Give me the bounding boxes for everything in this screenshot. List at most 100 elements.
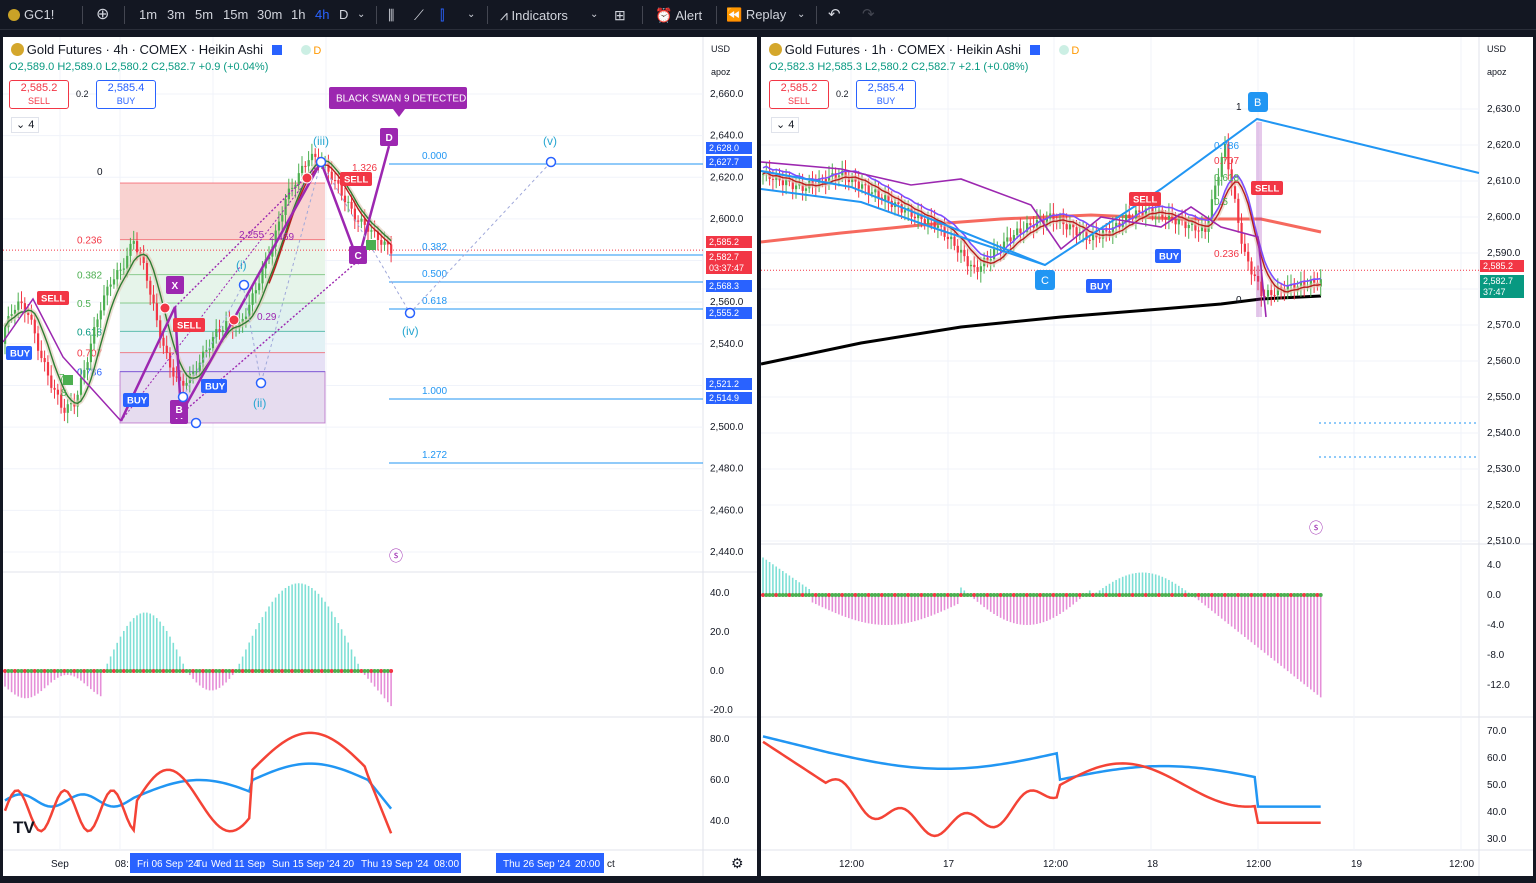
- candle-body: [1045, 218, 1048, 225]
- right-chart-canvas[interactable]: 2,630.02,620.02,610.02,600.02,590.02,580…: [761, 37, 1533, 876]
- candle-body: [373, 230, 376, 232]
- lightning-icon[interactable]: ⓢ: [1309, 520, 1323, 536]
- interval-1m[interactable]: 1m: [139, 7, 158, 22]
- buy-button[interactable]: 2,585.4 BUY: [96, 80, 156, 109]
- zero-cross-dot: [780, 593, 785, 597]
- candle-body: [347, 201, 350, 203]
- zero-cross-dot: [214, 669, 219, 673]
- pivot-marker-bg: [1035, 270, 1055, 290]
- left-chart-pane[interactable]: 2,660.02,640.02,620.02,600.02,580.02,560…: [3, 37, 757, 876]
- symbol-search[interactable]: GC1!: [8, 0, 54, 30]
- price-tag: 2,627.7: [709, 157, 739, 167]
- candle-body: [801, 183, 804, 191]
- alert-button[interactable]: ⏰ Alert: [655, 0, 702, 30]
- zero-cross-dot: [88, 669, 93, 673]
- candle-body: [1125, 214, 1128, 223]
- pivot-marker-bg: [1248, 92, 1268, 112]
- flag-icon[interactable]: [1029, 45, 1040, 55]
- sell-signal: SELL: [1255, 184, 1279, 195]
- chevron-down-icon[interactable]: ⌄: [467, 9, 476, 20]
- price-scale-label: 2,510.0: [1487, 536, 1521, 547]
- fib-extension-label: 1.272: [422, 450, 447, 461]
- redo-icon[interactable]: ↷: [862, 6, 875, 23]
- candle-body: [50, 375, 53, 388]
- scale-mode-selector[interactable]: apoz: [1487, 67, 1507, 77]
- buy-signal-bg: [6, 346, 32, 360]
- layers-toggle[interactable]: ⌄ 4: [11, 117, 40, 133]
- compare-add-icon[interactable]: ⊕: [96, 6, 110, 23]
- candle-body: [23, 303, 26, 313]
- candle-body: [1098, 237, 1101, 239]
- interval-30m[interactable]: 30m: [257, 7, 283, 22]
- sell-button[interactable]: 2,585.2 SELL: [769, 80, 829, 109]
- zero-cross-dot: [899, 593, 904, 597]
- indicators-button[interactable]: ⩘ Indicators: [500, 0, 568, 30]
- zero-cross-dot: [111, 669, 116, 673]
- candle-body: [1204, 225, 1207, 232]
- replay-button[interactable]: ⏪ Replay: [726, 0, 786, 30]
- harmonic-pattern-leg: [180, 260, 359, 415]
- candle-body: [1019, 228, 1022, 234]
- zero-cross-dot: [1186, 593, 1191, 597]
- currency-selector[interactable]: USD: [1487, 44, 1507, 54]
- interval-4h[interactable]: 4h: [315, 7, 330, 22]
- buy-signal: BUY: [205, 382, 226, 393]
- candle-body: [1134, 210, 1138, 219]
- wave-point-marker: [545, 156, 557, 168]
- zero-cross-dot: [853, 593, 858, 597]
- layout-grid-icon[interactable]: ⊞: [614, 7, 626, 23]
- sell-button[interactable]: 2,585.2 SELL: [9, 80, 69, 109]
- zero-cross-dot: [1219, 593, 1224, 597]
- buy-button[interactable]: 2,585.4 BUY: [856, 80, 916, 109]
- interval-d[interactable]: D: [339, 7, 349, 22]
- left-chart-canvas[interactable]: 2,660.02,640.02,620.02,600.02,580.02,560…: [3, 37, 757, 876]
- replay-label: Replay: [745, 7, 787, 22]
- zero-cross-dot: [177, 669, 182, 673]
- right-chart-pane[interactable]: 2,630.02,620.02,610.02,600.02,590.02,580…: [761, 37, 1533, 876]
- chevron-down-icon[interactable]: ⌄: [590, 9, 599, 20]
- osc-scale-label: 20.0: [710, 627, 730, 638]
- candle-body: [1309, 279, 1312, 287]
- candle-body: [870, 192, 874, 194]
- candle-body: [363, 218, 366, 225]
- zero-cross-dot: [12, 669, 17, 673]
- line-chart-icon[interactable]: ⟋: [414, 7, 424, 23]
- layers-toggle[interactable]: ⌄ 4: [771, 117, 800, 133]
- interval-5m[interactable]: 5m: [195, 7, 214, 22]
- undo-icon[interactable]: ↶: [828, 6, 841, 23]
- time-axis-label: Sun 15 Sep '24: [272, 859, 341, 870]
- candle-body: [867, 184, 870, 194]
- currency-selector[interactable]: USD: [711, 44, 731, 54]
- zero-cross-dot: [65, 669, 70, 673]
- zero-cross-dot: [1094, 593, 1099, 597]
- candle-body: [119, 269, 122, 271]
- candle-body: [383, 241, 386, 245]
- chevron-down-icon[interactable]: ⌄: [797, 9, 806, 20]
- candle-body: [1237, 198, 1240, 223]
- lightning-icon[interactable]: ⓢ: [389, 548, 403, 564]
- settings-gear-icon[interactable]: ⚙: [731, 855, 744, 871]
- candle-body: [1009, 237, 1012, 242]
- candle-body: [1032, 225, 1035, 228]
- interval-3m[interactable]: 3m: [167, 7, 186, 22]
- chevron-down-icon[interactable]: ⌄: [357, 9, 366, 20]
- heikin-ashi-icon[interactable]: ⫿: [440, 7, 445, 23]
- scale-mode-selector[interactable]: apoz: [711, 67, 731, 77]
- zero-cross-dot: [45, 669, 50, 673]
- ohlc-change: +2.1 (+0.08%): [958, 61, 1029, 73]
- candle-body: [340, 183, 343, 196]
- candle-body: [79, 377, 83, 395]
- interval-15m[interactable]: 15m: [223, 7, 249, 22]
- bar-style-icon[interactable]: ⫼: [388, 7, 395, 23]
- zero-cross-dot: [16, 669, 21, 673]
- candle-body: [973, 264, 976, 268]
- candle-body: [33, 319, 36, 334]
- zero-cross-dot: [922, 593, 927, 597]
- zero-cross-dot: [916, 593, 921, 597]
- flag-icon[interactable]: [271, 45, 282, 55]
- interval-1h[interactable]: 1h: [291, 7, 306, 22]
- candle-body: [63, 407, 66, 413]
- zero-cross-dot: [1120, 593, 1125, 597]
- zero-cross-dot: [151, 669, 156, 673]
- moving-average-line: [4, 160, 392, 405]
